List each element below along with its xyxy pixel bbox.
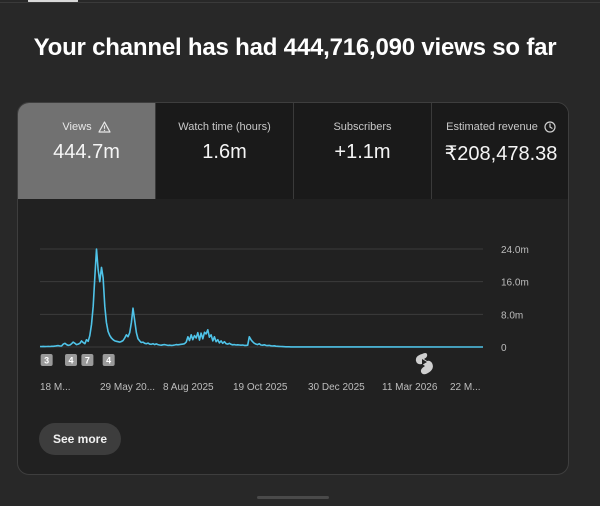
y-tick-label: 16.0m <box>501 278 529 289</box>
metric-label-watch-time: Watch time (hours) <box>178 121 271 133</box>
top-tab-indicator <box>28 0 78 3</box>
metric-value-revenue: ₹208,478.38 <box>444 143 558 165</box>
tab-subscribers[interactable]: Subscribers +1.1m <box>294 103 432 199</box>
video-marker-box <box>102 354 115 366</box>
top-divider <box>0 2 600 3</box>
channel-views-headline: Your channel has had 444,716,090 views s… <box>33 34 557 61</box>
clock-icon <box>544 121 556 133</box>
video-marker-label: 4 <box>69 356 74 366</box>
tab-views[interactable]: Views 444.7m <box>18 103 156 199</box>
video-marker[interactable]: 4 <box>102 354 115 366</box>
x-tick-label: 11 Mar 2026 <box>382 382 438 393</box>
y-tick-label: 24.0m <box>501 245 529 256</box>
video-marker[interactable]: 4 <box>65 354 78 366</box>
video-marker-box <box>81 354 94 366</box>
tab-watch-time[interactable]: Watch time (hours) 1.6m <box>156 103 294 199</box>
video-marker-box <box>65 354 78 366</box>
video-marker[interactable]: 7 <box>81 354 94 366</box>
bottom-scroll-indicator <box>257 496 329 499</box>
views-series-line <box>39 248 484 348</box>
shorts-icon <box>415 353 433 375</box>
video-marker-box <box>40 354 53 366</box>
video-marker[interactable]: 3 <box>40 354 53 366</box>
metric-value-watch-time: 1.6m <box>202 141 247 163</box>
metric-label-views: Views <box>62 121 92 133</box>
y-axis-ticks: 0 8.0m 16.0m 24.0m <box>501 245 529 354</box>
x-tick-label: 19 Oct 2025 <box>233 382 288 393</box>
video-markers: 3 4 7 4 <box>40 354 115 366</box>
video-marker-label: 4 <box>106 356 111 366</box>
x-tick-label: 18 M... <box>40 382 71 393</box>
warning-icon <box>97 121 111 133</box>
metric-label-subscribers: Subscribers <box>333 121 392 133</box>
x-tick-label: 29 May 20... <box>100 382 155 393</box>
metric-value-views: 444.7m <box>53 141 120 163</box>
x-tick-label: 30 Dec 2025 <box>308 382 365 393</box>
tab-estimated-revenue[interactable]: Estimated revenue ₹208,478.38 <box>432 103 568 199</box>
views-chart: 0 8.0m 16.0m 24.0m 3 4 7 4 18 M... 29 May 20...… <box>39 245 529 393</box>
video-marker-label: 3 <box>44 356 49 366</box>
x-tick-label: 22 M... <box>450 382 481 393</box>
y-tick-label: 0 <box>501 343 507 354</box>
see-more-button[interactable]: See more <box>39 423 122 455</box>
video-marker-label: 7 <box>85 356 90 366</box>
analytics-card: Views 444.7m Watch time (hours) 1.6m <box>17 102 569 475</box>
metric-label-revenue: Estimated revenue <box>446 121 538 133</box>
metric-value-subscribers: +1.1m <box>334 141 391 163</box>
y-tick-label: 8.0m <box>501 310 523 321</box>
x-tick-label: 8 Aug 2025 <box>163 382 214 393</box>
metric-tabs: Views 444.7m Watch time (hours) 1.6m <box>18 103 568 199</box>
x-axis-ticks: 18 M... 29 May 20... 8 Aug 2025 19 Oct 2025… <box>40 382 481 393</box>
chart-grid <box>40 248 483 348</box>
